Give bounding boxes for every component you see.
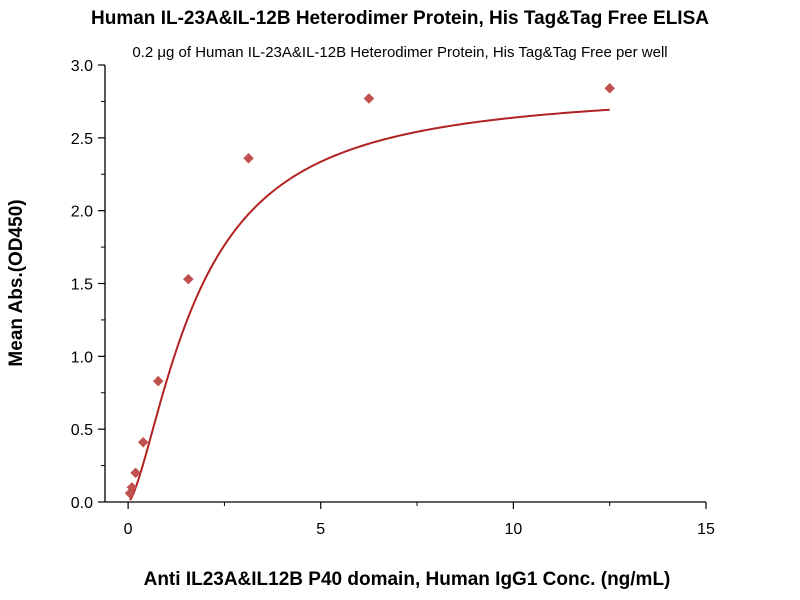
data-point: [130, 467, 141, 479]
x-tick-label: 0: [124, 521, 133, 538]
data-point: [604, 82, 616, 94]
data-point: [182, 273, 194, 285]
data-point: [243, 152, 254, 164]
data-points: [124, 82, 616, 499]
fit-curve-group: [129, 108, 610, 501]
data-point: [126, 482, 138, 493]
x-tick-label: 5: [316, 521, 325, 538]
ticks: 0 5 10 15 0.0 0.5 1.0 1.5 2.0 2.5 3.0: [71, 58, 715, 538]
chart-title: Human IL-23A&IL-12B Heterodimer Protein,…: [91, 8, 709, 29]
x-tick-label: 10: [504, 521, 522, 538]
y-tick-label: 2.5: [71, 131, 93, 148]
y-tick-label: 3.0: [71, 58, 93, 75]
data-point: [137, 436, 149, 448]
axes: [104, 65, 706, 503]
y-tick-label: 1.0: [71, 349, 93, 366]
x-tick-label: 15: [697, 521, 715, 538]
data-point: [363, 93, 375, 104]
y-axis-title: Mean Abs.(OD450): [6, 199, 27, 366]
y-tick-label: 2.0: [71, 204, 93, 221]
x-axis-title: Anti IL23A&IL12B P40 domain, Human IgG1 …: [144, 569, 671, 590]
data-point: [152, 375, 164, 387]
y-tick-label: 0.5: [71, 422, 93, 439]
y-tick-label: 1.5: [71, 277, 93, 294]
chart-subtitle: 0.2 μg of Human IL-23A&IL-12B Heterodime…: [132, 44, 668, 61]
fit-curve: [129, 108, 610, 501]
y-tick-label: 0.0: [71, 495, 93, 512]
